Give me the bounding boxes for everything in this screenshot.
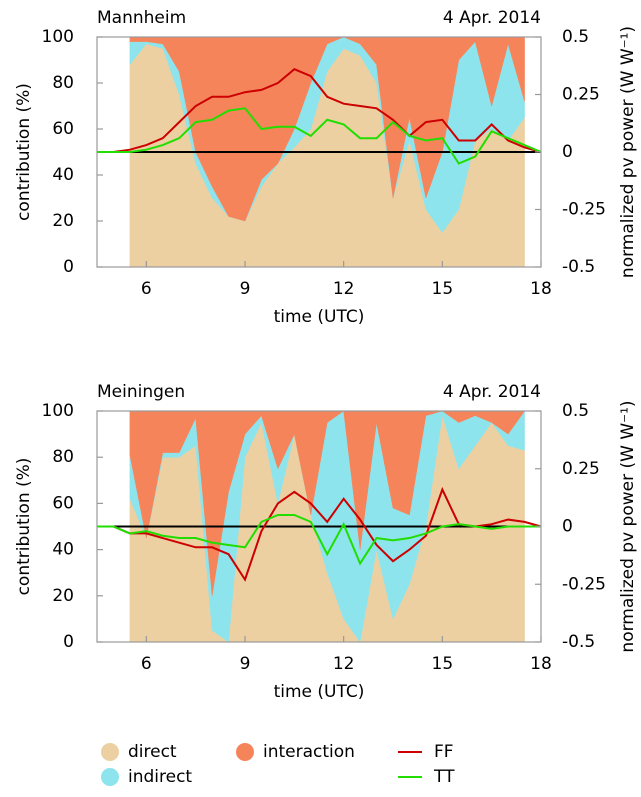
legend-label: interaction xyxy=(263,742,355,762)
x-tick-label: 15 xyxy=(432,279,454,299)
x-tick-label: 18 xyxy=(530,654,552,674)
y-tick-label: 60 xyxy=(52,119,74,139)
chart-date: 4 Apr. 2014 xyxy=(443,382,541,402)
y-axis-label: contribution (%) xyxy=(14,458,34,596)
x-tick-label: 12 xyxy=(333,654,355,674)
y-tick-label: 60 xyxy=(52,493,74,513)
y-tick-label: 80 xyxy=(52,73,74,93)
y-tick-label: 0 xyxy=(63,632,74,652)
y2-tick-label: -0.5 xyxy=(562,257,595,277)
x-axis-label: time (UTC) xyxy=(274,307,365,327)
legend-label: direct xyxy=(128,742,177,762)
chart-date: 4 Apr. 2014 xyxy=(443,8,541,28)
y2-tick-label: -0.5 xyxy=(562,632,595,652)
y-tick-label: 0 xyxy=(63,257,74,277)
x-tick-label: 9 xyxy=(240,654,251,674)
panel: 6 9 12 15 18 0 20 40 60 80 100 -0.5 -0.25 0 0.25 0.5 Man… xyxy=(14,8,638,327)
y2-tick-label: 0.25 xyxy=(562,85,600,105)
y2-tick-label: -0.25 xyxy=(562,574,606,594)
legend: direct indirect interaction FF TT xyxy=(101,742,455,787)
y-tick-label: 100 xyxy=(42,401,74,421)
x-tick-label: 18 xyxy=(530,279,552,299)
y-tick-label: 40 xyxy=(52,540,74,560)
x-axis-label: time (UTC) xyxy=(274,682,365,702)
legend-label: indirect xyxy=(128,767,192,787)
y-tick-label: 20 xyxy=(52,211,74,231)
y2-axis-label: normalized pv power (W W⁻¹) xyxy=(618,26,638,278)
y-tick-label: 80 xyxy=(52,447,74,467)
x-tick-label: 6 xyxy=(141,279,152,299)
y2-tick-label: 0.5 xyxy=(562,27,589,47)
x-tick-label: 15 xyxy=(432,654,454,674)
y-tick-label: 20 xyxy=(52,586,74,606)
y2-tick-label: 0.25 xyxy=(562,459,600,479)
legend-swatch xyxy=(101,743,119,761)
y2-tick-label: 0.5 xyxy=(562,401,589,421)
x-tick-label: 12 xyxy=(333,279,355,299)
chart-title: Mannheim xyxy=(97,8,186,28)
y2-tick-label: -0.25 xyxy=(562,200,606,220)
x-tick-label: 9 xyxy=(240,279,251,299)
legend-swatch xyxy=(101,768,119,786)
y2-tick-label: 0 xyxy=(562,142,573,162)
legend-label: FF xyxy=(434,742,454,762)
chart-title: Meiningen xyxy=(97,382,185,402)
y-tick-label: 100 xyxy=(42,27,74,47)
y-tick-label: 40 xyxy=(52,165,74,185)
x-tick-label: 6 xyxy=(141,654,152,674)
legend-label: TT xyxy=(433,767,455,787)
y2-tick-label: 0 xyxy=(562,517,573,537)
line-TT xyxy=(97,513,541,566)
line-FF xyxy=(97,68,542,153)
y-axis-label: contribution (%) xyxy=(14,83,34,221)
panel: 6 9 12 15 18 0 20 40 60 80 100 -0.5 -0.25 0 0.25 0.5 Mei… xyxy=(14,382,638,702)
y2-axis-label: normalized pv power (W W⁻¹) xyxy=(618,400,638,652)
legend-swatch xyxy=(236,743,254,761)
line-TT xyxy=(97,107,542,165)
